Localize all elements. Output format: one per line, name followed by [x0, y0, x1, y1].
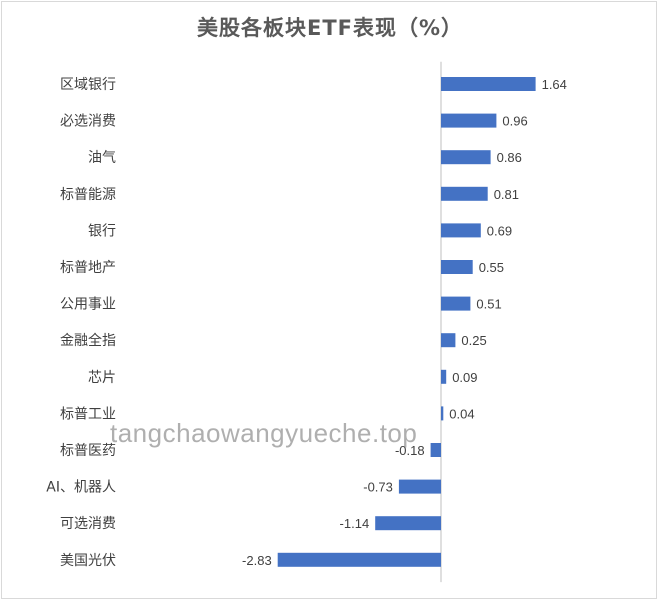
- category-label-0: 区域银行: [60, 77, 116, 93]
- category-label-2: 油气: [88, 150, 116, 166]
- value-label-4: 0.69: [487, 223, 512, 238]
- bar-12: [375, 516, 441, 531]
- bar-4: [441, 223, 481, 238]
- category-label-8: 芯片: [88, 370, 116, 386]
- value-label-5: 0.55: [479, 260, 504, 275]
- bar-1: [441, 113, 497, 128]
- bar-3: [441, 186, 488, 201]
- value-label-3: 0.81: [494, 187, 519, 202]
- category-label-5: 标普地产: [60, 260, 116, 276]
- value-label-7: 0.25: [461, 333, 486, 348]
- category-label-11: AI、机器人: [46, 480, 116, 496]
- category-label-4: 银行: [88, 223, 116, 239]
- bars-group: [277, 77, 536, 567]
- bar-9: [441, 406, 444, 421]
- value-labels-group: 1.64 0.96 0.86 0.81 0.69 0.55 0.51 0.25 0.09 0.04…: [242, 77, 567, 568]
- value-label-13: -2.83: [242, 553, 272, 568]
- bar-0: [441, 77, 536, 91]
- value-label-2: 0.86: [497, 150, 522, 165]
- bar-10: [430, 443, 441, 457]
- category-label-13: 美国光伏: [60, 553, 116, 569]
- watermark-text: tangchaowangyueche.top: [110, 418, 418, 448]
- value-label-0: 1.64: [542, 77, 567, 92]
- category-label-12: 可选消费: [60, 516, 116, 532]
- value-label-12: -1.14: [340, 516, 370, 531]
- value-label-1: 0.96: [502, 114, 527, 129]
- category-label-10: 标普医药: [60, 443, 116, 459]
- bar-2: [441, 150, 491, 165]
- chart-title: 美股各板块ETF表现（%）: [196, 16, 464, 40]
- category-label-9: 标普工业: [60, 406, 116, 422]
- category-label-6: 公用事业: [60, 297, 116, 313]
- bar-8: [441, 369, 447, 384]
- value-label-10: -0.18: [395, 443, 425, 458]
- value-label-8: 0.09: [452, 370, 477, 385]
- category-label-7: 金融全指: [60, 332, 116, 349]
- bar-11: [398, 479, 441, 494]
- category-label-1: 必选消费: [60, 114, 116, 130]
- bar-5: [441, 260, 473, 274]
- value-label-6: 0.51: [476, 297, 501, 312]
- bar-7: [441, 333, 456, 348]
- category-label-3: 标普能源: [60, 187, 116, 203]
- bar-6: [441, 296, 471, 311]
- bar-13: [277, 552, 441, 567]
- value-label-9: 0.04: [449, 406, 474, 421]
- value-label-11: -0.73: [363, 480, 393, 495]
